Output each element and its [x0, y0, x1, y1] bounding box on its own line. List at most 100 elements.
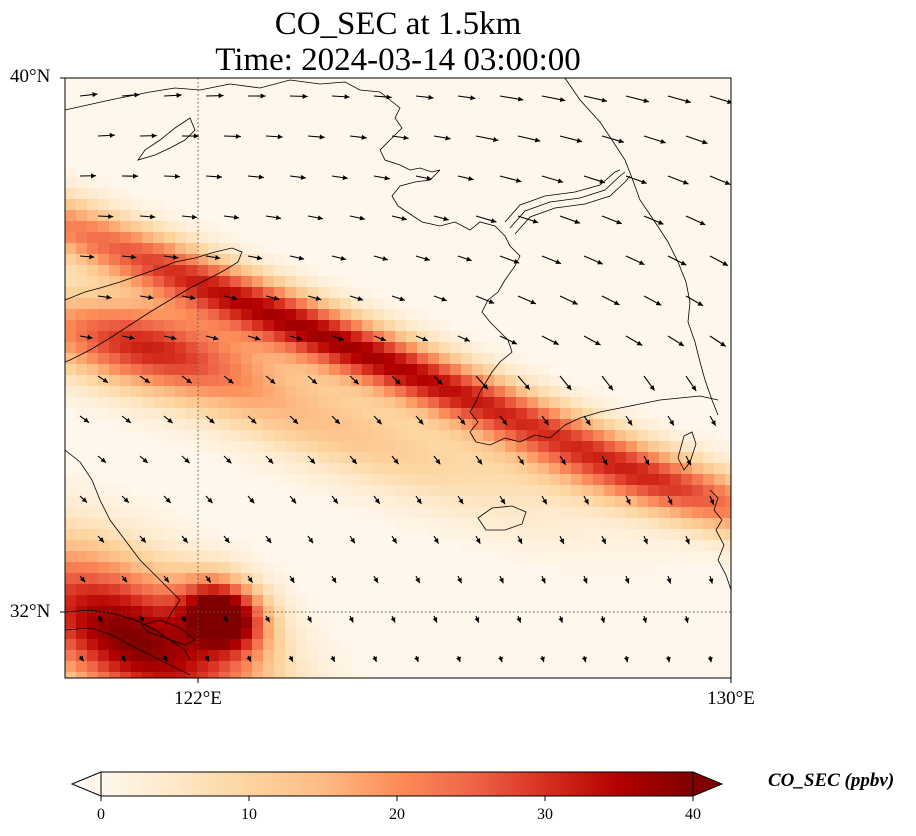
field-cell [131, 375, 143, 387]
field-cell [131, 243, 143, 255]
field-cell [351, 485, 363, 497]
field-cell [318, 408, 330, 420]
field-cell [681, 430, 693, 442]
field-cell [263, 672, 275, 678]
field-cell [494, 441, 506, 453]
field-cell [87, 221, 99, 233]
field-cell [593, 474, 605, 486]
wind-arrow-head [357, 296, 364, 301]
field-cell [670, 441, 682, 453]
field-cell [362, 353, 374, 365]
field-cell [65, 188, 77, 200]
field-cell [450, 430, 462, 442]
field-cell [461, 529, 473, 541]
coastline-liaoning [65, 79, 441, 173]
field-cell [340, 353, 352, 365]
field-cell [417, 375, 429, 387]
wind-arrow-head [290, 498, 297, 504]
field-cell [197, 430, 209, 442]
field-cell [362, 397, 374, 409]
field-cell [109, 562, 121, 574]
field-cell [230, 265, 242, 277]
wind-arrow-head [351, 458, 357, 464]
field-cell [285, 672, 297, 678]
field-cell [296, 463, 308, 475]
field-cell [109, 672, 121, 678]
field-cell [670, 485, 682, 497]
field-cell [362, 287, 374, 299]
field-cell [703, 540, 715, 552]
field-cell [472, 485, 484, 497]
wind-arrow-head [373, 577, 378, 584]
field-cell [142, 617, 154, 629]
field-cell [318, 485, 330, 497]
field-cell [109, 397, 121, 409]
field-cell [120, 254, 132, 266]
field-cell [175, 353, 187, 365]
field-cell [307, 408, 319, 420]
field-cell [494, 463, 506, 475]
field-cell [296, 474, 308, 486]
field-cell [439, 518, 451, 530]
field-cell [153, 199, 165, 211]
field-cell [296, 430, 308, 442]
field-cell [98, 353, 110, 365]
field-cell [164, 562, 176, 574]
field-cell [252, 430, 264, 442]
field-cell [65, 397, 77, 409]
field-cell [263, 408, 275, 420]
wind-arrow-head [517, 538, 523, 544]
field-cell [76, 199, 88, 211]
field-cell [120, 276, 132, 288]
field-cell [153, 375, 165, 387]
field-cell [483, 496, 495, 508]
field-cell [87, 265, 99, 277]
field-cell [142, 606, 154, 618]
field-cell [65, 166, 77, 178]
field-cell [153, 221, 165, 233]
field-cell [87, 199, 99, 211]
field-cell [384, 419, 396, 431]
field-cell [186, 661, 198, 673]
field-cell [164, 254, 176, 266]
wind-arrow-head [607, 384, 613, 391]
field-cell [142, 210, 154, 222]
field-cell [285, 375, 297, 387]
field-cell [263, 584, 275, 596]
field-cell [241, 331, 253, 343]
field-cell [252, 661, 264, 673]
field-cell [230, 540, 242, 552]
wind-arrow-head [89, 254, 95, 260]
wind-arrow-head [256, 255, 263, 261]
field-cell [307, 364, 319, 376]
field-cell [164, 287, 176, 299]
wind-arrow-head [344, 94, 350, 100]
field-cell [549, 485, 561, 497]
wind-arrow-head [558, 617, 564, 623]
field-cell [153, 430, 165, 442]
field-cell [505, 540, 517, 552]
field-cell [87, 606, 99, 618]
field-cell [351, 386, 363, 398]
field-cell [340, 474, 352, 486]
field-cell [285, 650, 297, 662]
field-cell [461, 474, 473, 486]
field-cell [538, 551, 550, 563]
field-cell [538, 474, 550, 486]
field-cell [109, 265, 121, 277]
field-cell [98, 606, 110, 618]
field-cell [549, 408, 561, 420]
field-cell [604, 419, 616, 431]
field-cell [373, 452, 385, 464]
field-cell [582, 540, 594, 552]
field-cell [153, 254, 165, 266]
field-cell [428, 397, 440, 409]
field-cell [593, 551, 605, 563]
field-cell [384, 364, 396, 376]
field-cell [626, 408, 638, 420]
field-cell [131, 298, 143, 310]
field-cell [109, 188, 121, 200]
wind-arrow-head [224, 537, 230, 543]
field-cell [197, 298, 209, 310]
wind-arrow-head [391, 537, 397, 544]
